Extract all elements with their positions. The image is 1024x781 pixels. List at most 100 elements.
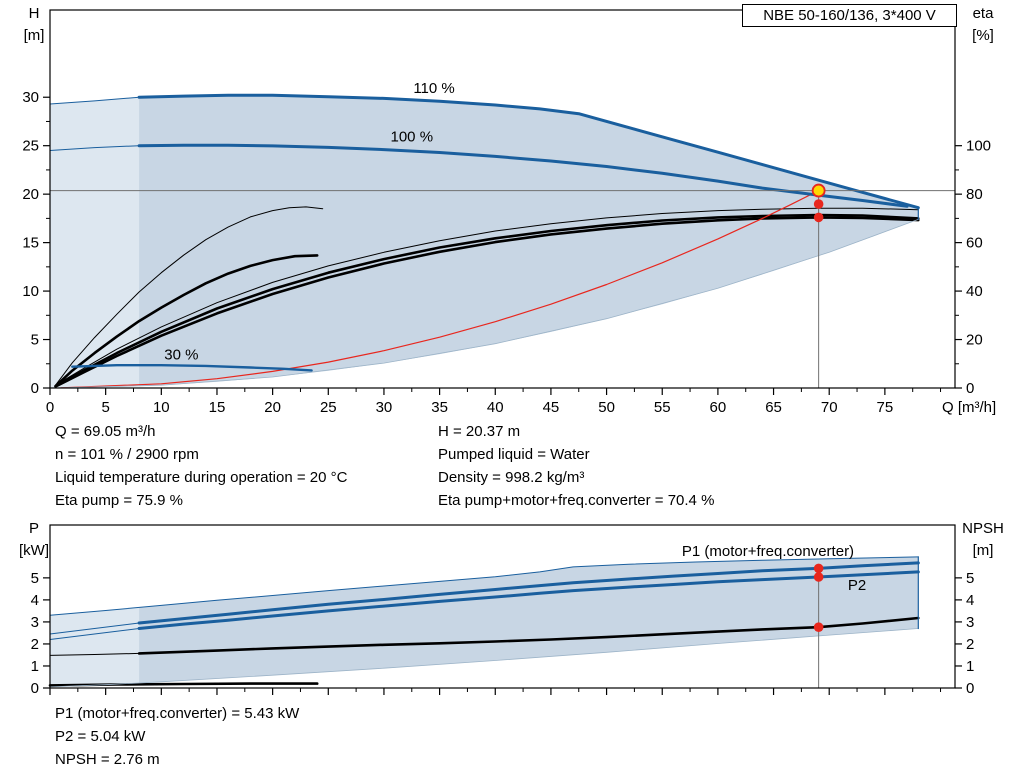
y-left-axis-label: P xyxy=(29,520,39,537)
curve-p1 xyxy=(137,561,920,625)
curve-envelope-bottom-edge xyxy=(49,628,919,688)
x-tick-label: 35 xyxy=(431,399,448,416)
operating-envelope-inner xyxy=(139,95,919,387)
curve-eta-total-thick-partial xyxy=(54,254,319,388)
info-flow: Q = 69.05 m³/h xyxy=(55,423,156,440)
y-right-axis-label: [%] xyxy=(972,27,994,44)
curve-p1-ext xyxy=(49,622,140,635)
y-left-axis-label: [kW] xyxy=(19,542,49,559)
info-p2: P2 = 5.04 kW xyxy=(55,728,146,745)
power-chart: 0 1 2 3 4 5 0 1 2 3 4 5 P1 (motor+freq.converter) P2 P… xyxy=(19,520,1004,697)
info-liquid-temperature: Liquid temperature during operation = 20… xyxy=(55,469,348,486)
head-chart: 0 5 10 15 20 25 30 35 40 45 50 55 60 65 70 75 0 5 10 15 20 25… xyxy=(22,5,996,416)
y-tick-label: 1 xyxy=(31,658,39,675)
right-tick-label: 40 xyxy=(966,283,983,300)
y-tick-label: 15 xyxy=(22,235,39,252)
right-tick-label: 5 xyxy=(966,570,974,587)
duty-point xyxy=(811,183,826,198)
curve-eta-long-thick-a xyxy=(54,213,920,388)
y-tick-label: 3 xyxy=(31,614,39,631)
curve-label: 100 % xyxy=(391,128,434,145)
curve-speed-100 xyxy=(137,143,909,208)
y-tick-label: 5 xyxy=(31,332,39,349)
power-envelope-inner xyxy=(139,556,919,684)
operating-dot xyxy=(813,572,824,582)
x-tick-label: 15 xyxy=(209,399,226,416)
x-axis-label: Q [m³/h] xyxy=(942,399,996,416)
curve-envelope-top-edge xyxy=(49,556,919,616)
pump-type-label: NBE 50-160/136, 3*400 V xyxy=(763,7,936,24)
curve-speed-30 xyxy=(71,364,313,372)
operating-dot xyxy=(813,622,824,633)
x-tick-label: 75 xyxy=(877,399,894,416)
operating-dot xyxy=(813,212,824,223)
curve-speed-110 xyxy=(137,93,920,210)
power-info: P1 (motor+freq.converter) = 5.43 kW P2 =… xyxy=(55,702,299,771)
right-tick-label: 60 xyxy=(966,235,983,252)
x-tick-label: 50 xyxy=(598,399,615,416)
pump-type-box: NBE 50-160/136, 3*400 V xyxy=(742,4,957,27)
right-tick-label: 20 xyxy=(966,332,983,349)
y-left-axis-label: H xyxy=(29,5,40,22)
info-eta-total: Eta pump+motor+freq.converter = 70.4 % xyxy=(438,492,715,509)
curve-label: P2 xyxy=(848,577,866,594)
right-tick-label: 3 xyxy=(966,614,974,631)
y-tick-label: 25 xyxy=(22,138,39,155)
y-right-axis-label: NPSH xyxy=(962,520,1004,537)
curve-control-curve xyxy=(60,190,820,389)
info-npsh: NPSH = 2.76 m xyxy=(55,751,160,768)
plot-frame xyxy=(49,524,956,689)
info-eta-pump: Eta pump = 75.9 % xyxy=(55,492,183,509)
y-right-axis-label: [m] xyxy=(973,542,994,559)
x-tick-label: 25 xyxy=(320,399,337,416)
duty-info-left: Q = 69.05 m³/h n = 101 % / 2900 rpm Liqu… xyxy=(55,420,347,512)
x-tick-label: 10 xyxy=(153,399,170,416)
info-speed: n = 101 % / 2900 rpm xyxy=(55,446,199,463)
curve-eta-long-thick-b xyxy=(54,216,920,388)
curve-envelope-bottom-edge xyxy=(49,219,919,389)
plot-frame xyxy=(49,9,956,389)
operating-dot xyxy=(813,199,824,209)
y-tick-label: 20 xyxy=(22,186,39,203)
right-tick-label: 2 xyxy=(966,636,974,653)
right-tick-label: 0 xyxy=(966,380,974,397)
y-tick-label: 10 xyxy=(22,283,39,300)
x-tick-label: 0 xyxy=(46,399,54,416)
curve-p2 xyxy=(137,570,920,630)
curve-label: 30 % xyxy=(164,346,198,363)
y-tick-label: 0 xyxy=(31,380,39,397)
y-left-axis-label: [m] xyxy=(24,27,45,44)
x-tick-label: 45 xyxy=(543,399,560,416)
curve-eta-long-thin xyxy=(55,207,919,386)
x-tick-label: 20 xyxy=(264,399,281,416)
right-tick-label: 80 xyxy=(966,186,983,203)
y-tick-label: 30 xyxy=(22,89,39,106)
curve-eta-pump-thin-partial xyxy=(55,206,324,386)
right-tick-label: 0 xyxy=(966,680,974,697)
x-tick-label: 70 xyxy=(821,399,838,416)
info-density: Density = 998.2 kg/m³ xyxy=(438,469,585,486)
x-tick-label: 40 xyxy=(487,399,504,416)
y-tick-label: 4 xyxy=(31,592,39,609)
curve-npsh-ext xyxy=(49,652,140,656)
duty-info-right: H = 20.37 m Pumped liquid = Water Densit… xyxy=(438,420,714,512)
right-tick-label: 100 xyxy=(966,138,991,155)
y-right-axis-label: eta xyxy=(973,5,995,22)
x-tick-label: 5 xyxy=(101,399,109,416)
x-tick-label: 60 xyxy=(710,399,727,416)
curve-label: P1 (motor+freq.converter) xyxy=(682,543,854,560)
info-pumped-liquid: Pumped liquid = Water xyxy=(438,446,590,463)
x-tick-label: 55 xyxy=(654,399,671,416)
right-tick-label: 4 xyxy=(966,592,974,609)
curve-speed-110-ext xyxy=(49,96,140,105)
curve-p2-ext xyxy=(49,628,140,640)
y-tick-label: 5 xyxy=(31,570,39,587)
curve-label: 110 % xyxy=(413,80,454,97)
info-p1: P1 (motor+freq.converter) = 5.43 kW xyxy=(55,705,300,722)
operating-dot xyxy=(813,563,824,574)
curve-npsh xyxy=(137,616,920,655)
right-tick-label: 1 xyxy=(966,658,974,675)
x-tick-label: 65 xyxy=(765,399,782,416)
